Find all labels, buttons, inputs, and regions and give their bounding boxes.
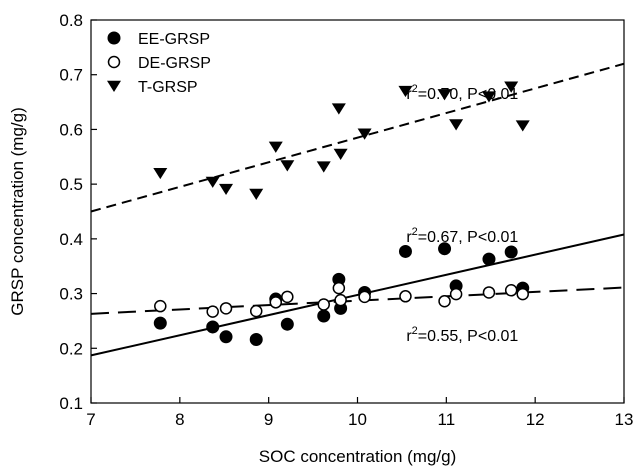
- axis-ticks: 7 8 9 10 11 12 13 0.1 0.2 0.3 0.4 0.5 0.6 0.7 0.8: [59, 11, 633, 429]
- x-tick-label: 8: [175, 410, 184, 429]
- point-de-grsp: [281, 290, 294, 304]
- point-t-grsp: [437, 89, 452, 101]
- point-ee-grsp: [153, 316, 167, 330]
- point-de-grsp: [334, 293, 347, 307]
- fit-line-t-grsp: [90, 62, 625, 213]
- point-de-grsp: [449, 287, 463, 301]
- x-tick-label: 9: [264, 410, 273, 429]
- data-points: [153, 81, 530, 347]
- legend: EE-GRSP DE-GRSP T-GRSP: [107, 31, 211, 96]
- point-ee-grsp: [438, 242, 452, 256]
- x-axis-label: SOC concentration (mg/g): [259, 447, 456, 466]
- point-de-grsp: [399, 290, 412, 303]
- annotation-stat: =0.55, P<0.01: [418, 328, 519, 345]
- legend-marker-t-grsp: [107, 80, 121, 92]
- point-t-grsp: [331, 103, 346, 115]
- legend-marker-de-grsp: [107, 55, 121, 69]
- annotation-sup: 2: [412, 226, 418, 238]
- point-de-grsp: [219, 302, 233, 315]
- point-t-grsp: [515, 120, 530, 132]
- point-t-grsp: [449, 119, 464, 131]
- point-t-grsp: [268, 141, 283, 153]
- annotation-sup: 2: [412, 83, 418, 95]
- point-t-grsp: [249, 188, 264, 200]
- point-ee-grsp: [398, 244, 412, 258]
- x-tick-label: 13: [615, 410, 634, 429]
- point-ee-grsp: [249, 333, 263, 347]
- x-tick-label: 12: [526, 410, 545, 429]
- point-t-grsp: [316, 161, 331, 173]
- legend-marker-ee-grsp: [107, 31, 121, 45]
- legend-label-de-grsp: DE-GRSP: [138, 55, 211, 72]
- annotation-r: r: [406, 229, 412, 246]
- legend-label-t-grsp: T-GRSP: [138, 79, 198, 96]
- point-de-grsp: [269, 296, 283, 309]
- annotation-ee-grsp: r2=0.67, P<0.01: [406, 226, 518, 246]
- point-ee-grsp: [280, 317, 294, 331]
- annotation-r: r: [406, 86, 412, 103]
- point-de-grsp: [504, 284, 518, 297]
- fit-annotations: r2=0.70, P<0.01 r2=0.67, P<0.01 r2=0.55,…: [406, 83, 518, 345]
- point-de-grsp: [332, 281, 346, 295]
- point-de-grsp: [154, 299, 167, 313]
- point-t-grsp: [153, 167, 168, 180]
- point-t-grsp: [333, 148, 348, 160]
- annotation-r: r: [406, 328, 412, 345]
- point-ee-grsp: [317, 309, 331, 323]
- y-tick-label: 0.2: [59, 339, 83, 358]
- fit-lines: [90, 62, 625, 357]
- legend-item-ee-grsp: EE-GRSP: [107, 31, 210, 48]
- fit-line-ee-grsp: [90, 233, 625, 357]
- y-tick-label: 0.7: [59, 66, 83, 85]
- y-tick-label: 0.1: [59, 394, 83, 413]
- annotation-sup: 2: [412, 325, 418, 337]
- y-tick-label: 0.5: [59, 175, 83, 194]
- y-tick-label: 0.8: [59, 11, 83, 30]
- point-de-grsp: [358, 290, 371, 304]
- y-tick-label: 0.4: [59, 230, 83, 249]
- legend-item-t-grsp: T-GRSP: [107, 79, 198, 96]
- x-tick-label: 7: [86, 410, 95, 429]
- point-t-grsp: [280, 160, 295, 172]
- point-t-grsp: [357, 128, 372, 140]
- annotation-stat: =0.67, P<0.01: [418, 229, 519, 246]
- point-de-grsp: [206, 305, 219, 318]
- point-ee-grsp: [482, 252, 496, 266]
- point-de-grsp: [317, 298, 330, 311]
- point-ee-grsp: [206, 320, 220, 334]
- x-tick-label: 10: [348, 410, 367, 429]
- point-t-grsp: [504, 81, 519, 93]
- fit-line-de-grsp: [90, 286, 625, 315]
- annotation-stat: =0.70, P<0.01: [418, 86, 519, 103]
- point-de-grsp: [482, 286, 496, 299]
- point-t-grsp: [219, 183, 234, 196]
- y-axis-label: GRSP concentration (mg/g): [8, 107, 27, 316]
- plot-frame: [90, 19, 625, 404]
- annotation-t-grsp: r2=0.70, P<0.01: [406, 83, 518, 103]
- point-t-grsp: [481, 91, 496, 103]
- point-de-grsp: [438, 294, 451, 308]
- annotation-de-grsp: r2=0.55, P<0.01: [406, 325, 518, 345]
- legend-label-ee-grsp: EE-GRSP: [138, 31, 210, 48]
- y-tick-label: 0.3: [59, 285, 83, 304]
- point-de-grsp: [249, 304, 263, 318]
- point-ee-grsp: [219, 330, 233, 344]
- point-t-grsp: [398, 85, 413, 98]
- point-t-grsp: [205, 176, 220, 188]
- y-tick-label: 0.6: [59, 120, 83, 139]
- point-ee-grsp: [504, 245, 518, 259]
- point-de-grsp: [516, 287, 529, 301]
- legend-item-de-grsp: DE-GRSP: [107, 55, 211, 72]
- x-tick-label: 11: [438, 410, 456, 429]
